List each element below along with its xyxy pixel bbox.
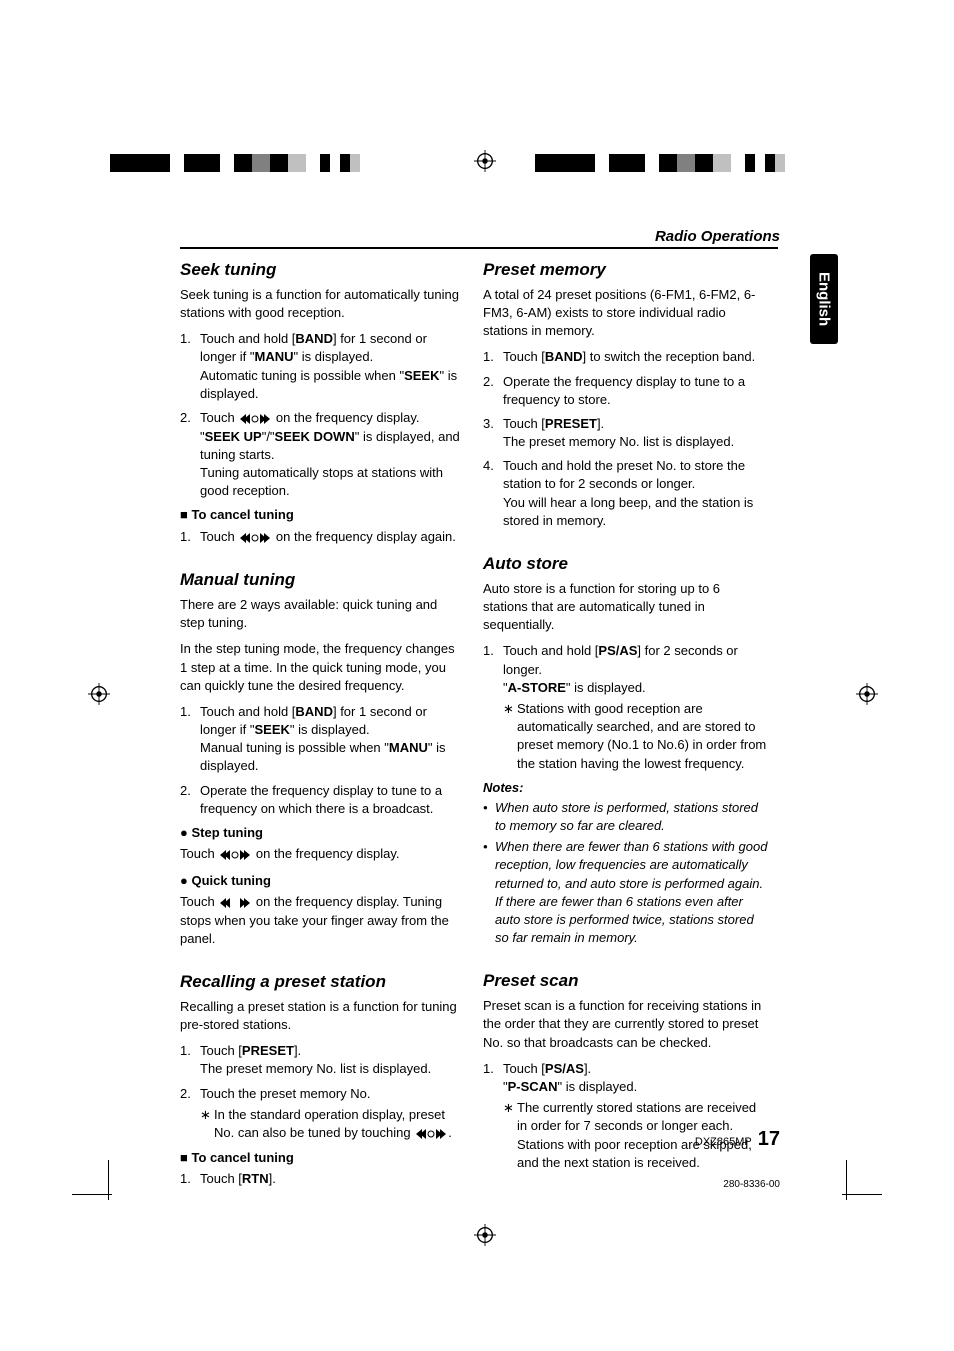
recall-cancel-title: ■ To cancel tuning bbox=[180, 1149, 465, 1167]
header-rule bbox=[180, 247, 778, 249]
preset-step-2: Operate the frequency display to tune to… bbox=[503, 373, 768, 409]
preset-step-3: Touch [PRESET].The preset memory No. lis… bbox=[503, 415, 768, 451]
recall-steps: Touch [PRESET].The preset memory No. lis… bbox=[180, 1042, 465, 1142]
manual-p1: There are 2 ways available: quick tuning… bbox=[180, 596, 465, 632]
page-header: Radio Operations bbox=[655, 226, 780, 247]
manual-step-1: Touch and hold [BAND] for 1 second or lo… bbox=[200, 703, 465, 776]
left-column: Seek tuning Seek tuning is a function fo… bbox=[180, 258, 465, 1194]
scan-intro: Preset scan is a function for receiving … bbox=[483, 997, 768, 1052]
auto-store-title: Auto store bbox=[483, 552, 768, 576]
seek-steps: Touch and hold [BAND] for 1 second or lo… bbox=[180, 330, 465, 500]
language-tab: English bbox=[810, 254, 838, 344]
seek-tuning-title: Seek tuning bbox=[180, 258, 465, 282]
recall-step-2: Touch the preset memory No.∗In the stand… bbox=[200, 1085, 465, 1143]
preset-memory-title: Preset memory bbox=[483, 258, 768, 282]
preset-step-1: Touch [BAND] to switch the reception ban… bbox=[503, 348, 768, 366]
auto-steps: Touch and hold [PS/AS] for 2 seconds or … bbox=[483, 642, 768, 772]
scan-step: Touch [PS/AS]."P-SCAN" is displayed. ∗Th… bbox=[503, 1060, 768, 1172]
right-column: Preset memory A total of 24 preset posit… bbox=[483, 258, 768, 1178]
seek-step-1: Touch and hold [BAND] for 1 second or lo… bbox=[200, 330, 465, 403]
recall-intro: Recalling a preset station is a function… bbox=[180, 998, 465, 1034]
registration-target-icon bbox=[474, 1224, 496, 1246]
note-2: •When there are fewer than 6 stations wi… bbox=[483, 838, 768, 947]
page-footer: DXZ865MP17 bbox=[695, 1125, 780, 1153]
manual-tuning-title: Manual tuning bbox=[180, 568, 465, 592]
auto-step: Touch and hold [PS/AS] for 2 seconds or … bbox=[503, 642, 768, 772]
seek-step-2: Touch on the frequency display."SEEK UP"… bbox=[200, 409, 465, 500]
note-1: •When auto store is performed, stations … bbox=[483, 799, 768, 835]
step-tuning-title: ● Step tuning bbox=[180, 824, 465, 842]
registration-target-icon bbox=[474, 150, 496, 172]
recall-cancel-steps: Touch [RTN]. bbox=[180, 1170, 465, 1188]
registration-marks-left bbox=[110, 154, 360, 172]
crop-mark bbox=[842, 1194, 882, 1195]
seek-cancel-steps: Touch on the frequency display again. bbox=[180, 528, 465, 547]
quick-tuning-title: ● Quick tuning bbox=[180, 872, 465, 890]
manual-p2: In the step tuning mode, the frequency c… bbox=[180, 640, 465, 695]
preset-steps: Touch [BAND] to switch the reception ban… bbox=[483, 348, 768, 530]
preset-step-4: Touch and hold the preset No. to store t… bbox=[503, 457, 768, 530]
seek-intro: Seek tuning is a function for automatica… bbox=[180, 286, 465, 322]
registration-target-icon bbox=[856, 683, 878, 705]
crop-mark bbox=[72, 1194, 112, 1195]
recall-cancel-step: Touch [RTN]. bbox=[200, 1170, 465, 1188]
quick-tuning-text: Touch on the frequency display. Tuning s… bbox=[180, 893, 465, 948]
footer-code: 280-8336-00 bbox=[723, 1178, 780, 1192]
scan-steps: Touch [PS/AS]."P-SCAN" is displayed. ∗Th… bbox=[483, 1060, 768, 1172]
seek-cancel-step: Touch on the frequency display again. bbox=[200, 528, 465, 547]
registration-marks-right bbox=[535, 154, 785, 172]
preset-intro: A total of 24 preset positions (6-FM1, 6… bbox=[483, 286, 768, 341]
recall-step-1: Touch [PRESET].The preset memory No. lis… bbox=[200, 1042, 465, 1078]
step-tuning-text: Touch on the frequency display. bbox=[180, 845, 465, 864]
recall-title: Recalling a preset station bbox=[180, 970, 465, 994]
manual-steps: Touch and hold [BAND] for 1 second or lo… bbox=[180, 703, 465, 818]
auto-intro: Auto store is a function for storing up … bbox=[483, 580, 768, 635]
manual-step-2: Operate the frequency display to tune to… bbox=[200, 782, 465, 818]
notes-title: Notes: bbox=[483, 779, 768, 797]
preset-scan-title: Preset scan bbox=[483, 969, 768, 993]
seek-cancel-title: ■ To cancel tuning bbox=[180, 506, 465, 524]
registration-target-icon bbox=[88, 683, 110, 705]
